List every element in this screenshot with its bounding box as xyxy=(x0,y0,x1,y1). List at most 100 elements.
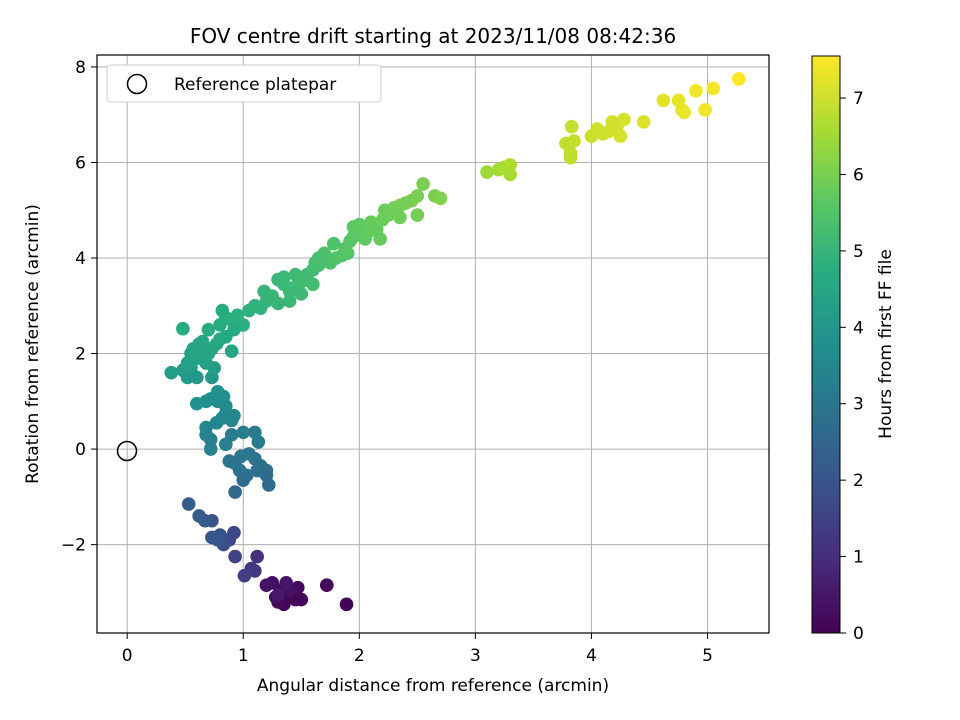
data-point xyxy=(698,103,712,117)
data-points xyxy=(164,72,746,612)
data-point xyxy=(192,509,206,523)
data-point xyxy=(176,321,190,336)
data-point xyxy=(410,208,425,222)
y-tick-label: 4 xyxy=(75,249,86,269)
data-point xyxy=(195,334,210,349)
data-point xyxy=(259,578,274,593)
data-point xyxy=(190,370,204,385)
data-point xyxy=(503,167,517,182)
data-point xyxy=(503,158,517,172)
data-point xyxy=(259,463,274,478)
data-point xyxy=(617,112,631,127)
x-axis-label: Angular distance from reference (arcmin) xyxy=(257,676,609,696)
data-point xyxy=(164,365,179,380)
colorbar-gradient xyxy=(811,55,841,634)
y-tick-label: −2 xyxy=(61,536,86,556)
y-tick-label: 8 xyxy=(75,58,86,78)
data-point xyxy=(201,322,216,337)
x-tick-label: 0 xyxy=(122,646,133,666)
data-point xyxy=(300,267,314,282)
colorbar-ticks: 0 1 2 3 4 5 6 7 xyxy=(840,89,864,644)
data-point xyxy=(339,597,354,612)
data-point xyxy=(416,177,430,191)
data-point xyxy=(282,294,297,308)
data-point xyxy=(210,533,225,547)
x-tick-label: 3 xyxy=(470,646,481,666)
data-point xyxy=(227,322,241,337)
x-tick-label: 5 xyxy=(702,646,713,666)
data-point xyxy=(563,146,578,160)
colorbar-tick-label: 0 xyxy=(853,624,864,644)
data-point xyxy=(250,549,264,564)
x-tick-label: 4 xyxy=(586,646,597,666)
data-point xyxy=(242,447,256,461)
data-point xyxy=(613,129,628,144)
data-point xyxy=(732,72,746,86)
colorbar-tick-label: 6 xyxy=(853,165,864,185)
data-point xyxy=(215,303,230,318)
data-point xyxy=(433,191,448,206)
data-point xyxy=(393,210,407,225)
data-point xyxy=(340,246,355,261)
y-tick-label: 6 xyxy=(75,153,86,173)
colorbar-tick-label: 1 xyxy=(853,548,864,568)
data-point xyxy=(294,287,309,301)
data-point xyxy=(228,549,242,564)
data-point xyxy=(656,93,671,108)
legend: Reference platepar xyxy=(106,64,382,103)
data-point xyxy=(352,217,367,232)
chart-title: FOV centre drift starting at 2023/11/08 … xyxy=(190,24,676,48)
plot-frame xyxy=(96,54,770,634)
data-point xyxy=(181,497,196,511)
data-point xyxy=(677,105,692,120)
data-point xyxy=(602,124,616,139)
data-point xyxy=(228,456,242,471)
data-point xyxy=(636,115,651,129)
colorbar-tick-label: 4 xyxy=(853,318,864,338)
legend-marker xyxy=(126,73,148,95)
colorbar-tick-label: 3 xyxy=(853,395,864,415)
data-point xyxy=(199,420,213,435)
data-point xyxy=(271,296,285,311)
x-tick-label: 2 xyxy=(354,646,365,666)
y-axis-ticks: −2 0 2 4 6 8 xyxy=(61,58,97,556)
reference-marker xyxy=(116,440,138,462)
data-point xyxy=(190,396,204,411)
data-point xyxy=(271,587,285,602)
data-point xyxy=(224,413,239,428)
y-tick-label: 2 xyxy=(75,345,86,365)
data-point xyxy=(320,578,334,593)
data-point xyxy=(410,189,425,203)
data-point xyxy=(236,425,251,440)
data-point xyxy=(706,81,721,96)
data-point xyxy=(564,119,579,134)
data-point xyxy=(210,384,225,399)
data-point xyxy=(279,576,293,590)
colorbar-tick-label: 5 xyxy=(853,242,864,262)
data-point xyxy=(224,344,239,358)
data-point xyxy=(689,84,703,98)
data-point xyxy=(308,255,322,270)
colorbar-tick-label: 2 xyxy=(853,471,864,491)
data-point xyxy=(237,568,252,583)
colorbar-tick-label: 7 xyxy=(853,89,864,109)
data-point xyxy=(480,165,494,179)
legend-box xyxy=(106,64,382,103)
data-point xyxy=(373,232,387,246)
data-point xyxy=(567,134,581,148)
data-point xyxy=(326,236,341,251)
x-axis-ticks: 0 1 2 3 4 5 xyxy=(122,633,713,666)
colorbar: 0 1 2 3 4 5 6 7 Hours from first FF file xyxy=(811,55,896,644)
data-point xyxy=(261,478,276,492)
legend-label: Reference platepar xyxy=(174,75,336,95)
data-point xyxy=(203,442,218,456)
data-point xyxy=(248,425,262,440)
data-point xyxy=(219,437,233,452)
data-point xyxy=(228,485,242,499)
data-point xyxy=(277,270,291,284)
y-axis-label: Rotation from reference (arcmin) xyxy=(23,204,43,484)
y-tick-label: 0 xyxy=(75,440,86,460)
x-tick-label: 1 xyxy=(238,646,249,666)
colorbar-label: Hours from first FF file xyxy=(876,249,896,439)
